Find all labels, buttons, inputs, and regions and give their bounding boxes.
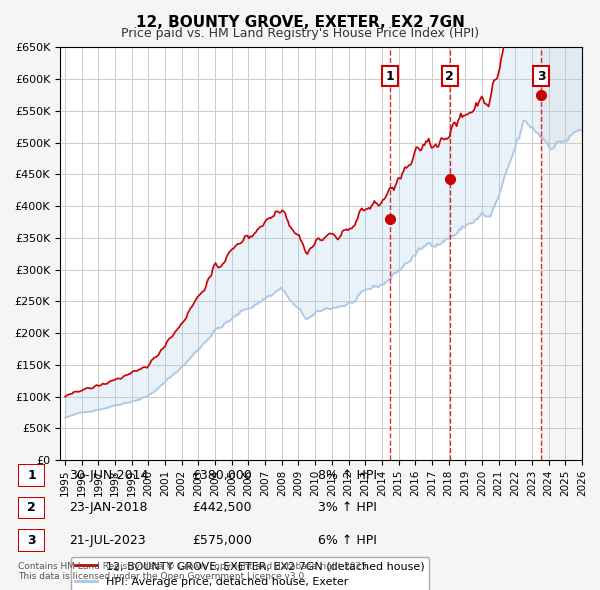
Line: 12, BOUNTY GROVE, EXETER, EX2 7GN (detached house): 12, BOUNTY GROVE, EXETER, EX2 7GN (detac… [65, 0, 582, 396]
Text: 23-JAN-2018: 23-JAN-2018 [69, 502, 148, 514]
Text: 3% ↑ HPI: 3% ↑ HPI [318, 502, 377, 514]
Text: 2: 2 [445, 70, 454, 83]
Bar [541, 47, 582, 460]
Text: £442,500: £442,500 [192, 502, 251, 514]
HPI: Average price, detached house, Exeter: (2e+03, 6.7e+04): Average price, detached house, Exeter: (… [61, 414, 68, 421]
Text: 3: 3 [27, 534, 36, 547]
12, BOUNTY GROVE, EXETER, EX2 7GN (detached house) [325, 231, 332, 238]
Text: £575,000: £575,000 [192, 534, 252, 547]
HPI: Average price, detached house, Exeter: (2e+03, 9.13e+04): Average price, detached house, Exeter: (… [127, 399, 134, 406]
Text: 6% ↑ HPI: 6% ↑ HPI [318, 534, 377, 547]
Line: HPI: Average price, detached house, Exeter: HPI: Average price, detached house, Exet… [65, 120, 582, 418]
HPI: Average price, detached house, Exeter: (2.02e+03, 3.44e+05): Average price, detached house, Exeter: (… [440, 238, 448, 245]
HPI: Average price, detached house, Exeter: (2.01e+03, 2.39e+05): Average price, detached house, Exeter: (… [325, 305, 332, 312]
Text: 12, BOUNTY GROVE, EXETER, EX2 7GN: 12, BOUNTY GROVE, EXETER, EX2 7GN [136, 15, 464, 30]
Text: 21-JUL-2023: 21-JUL-2023 [69, 534, 146, 547]
HPI: Average price, detached house, Exeter: (2.03e+03, 5.13e+05): Average price, detached house, Exeter: (… [569, 130, 576, 137]
HPI: Average price, detached house, Exeter: (2.01e+03, 2.31e+05): Average price, detached house, Exeter: (… [236, 310, 243, 317]
Legend: 12, BOUNTY GROVE, EXETER, EX2 7GN (detached house), HPI: Average price, detached: 12, BOUNTY GROVE, EXETER, EX2 7GN (detac… [71, 556, 430, 590]
HPI: Average price, detached house, Exeter: (2.03e+03, 5.2e+05): Average price, detached house, Exeter: (… [578, 126, 586, 133]
12, BOUNTY GROVE, EXETER, EX2 7GN (detached house) [146, 360, 154, 367]
FancyBboxPatch shape [18, 497, 45, 519]
Text: 3: 3 [537, 70, 545, 83]
Text: Contains HM Land Registry data © Crown copyright and database right 2025.
This d: Contains HM Land Registry data © Crown c… [18, 562, 370, 581]
Text: 8% ↑ HPI: 8% ↑ HPI [318, 469, 377, 482]
Text: £380,000: £380,000 [192, 469, 252, 482]
12, BOUNTY GROVE, EXETER, EX2 7GN (detached house) [127, 371, 134, 378]
12, BOUNTY GROVE, EXETER, EX2 7GN (detached house) [236, 240, 243, 247]
Text: 30-JUN-2014: 30-JUN-2014 [69, 469, 148, 482]
HPI: Average price, detached house, Exeter: (2e+03, 1.04e+05): Average price, detached house, Exeter: (… [146, 391, 154, 398]
Text: 2: 2 [27, 502, 36, 514]
FancyBboxPatch shape [18, 464, 45, 487]
HPI: Average price, detached house, Exeter: (2.02e+03, 5.34e+05): Average price, detached house, Exeter: (… [521, 117, 529, 124]
Text: 1: 1 [386, 70, 395, 83]
FancyBboxPatch shape [18, 529, 45, 552]
Text: 1: 1 [27, 469, 36, 482]
12, BOUNTY GROVE, EXETER, EX2 7GN (detached house) [440, 136, 448, 143]
12, BOUNTY GROVE, EXETER, EX2 7GN (detached house) [61, 393, 68, 400]
Text: Price paid vs. HM Land Registry's House Price Index (HPI): Price paid vs. HM Land Registry's House … [121, 27, 479, 40]
